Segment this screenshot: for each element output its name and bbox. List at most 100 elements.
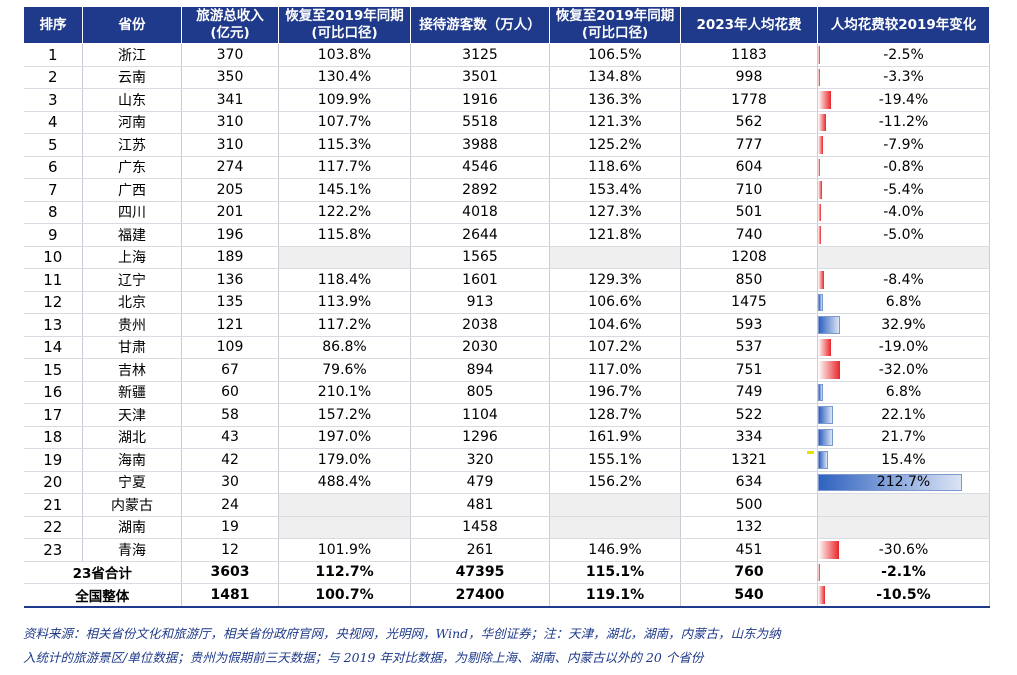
per-capita-spend-cell: 1208 [680, 246, 818, 269]
spend-change-cell: -8.4% [817, 268, 990, 292]
visitors-recovery-cell: 127.3% [549, 201, 681, 224]
per-capita-spend-cell: 710 [680, 178, 818, 202]
revenue-cell: 274 [181, 156, 279, 179]
spend-change-value: -19.4% [878, 91, 929, 108]
per-capita-spend-cell: 540 [680, 583, 818, 608]
province-cell: 江苏 [82, 133, 182, 157]
spend-change-cell: -4.0% [817, 201, 990, 224]
visitors-cell: 1565 [410, 246, 550, 269]
province-cell: 广西 [82, 178, 182, 202]
positive-bar [818, 473, 962, 491]
spend-change-value: 32.9% [881, 316, 926, 333]
negative-bar [818, 158, 820, 176]
negative-bar [818, 361, 840, 379]
positive-bar [818, 383, 823, 401]
per-capita-spend-cell: 593 [680, 313, 818, 337]
spend-change-value: -2.1% [881, 564, 926, 581]
spend-change-value: -5.0% [883, 226, 924, 243]
per-capita-spend-cell: 634 [680, 471, 818, 494]
per-capita-spend-cell: 850 [680, 268, 818, 292]
visitors-recovery-cell: 196.7% [549, 381, 681, 404]
province-cell: 四川 [82, 201, 182, 224]
revenue-recovery-cell: 117.7% [278, 156, 411, 179]
visitors-cell: 5518 [410, 111, 550, 134]
negative-bar [818, 46, 820, 64]
visitors-recovery-cell: 121.3% [549, 111, 681, 134]
revenue-cell: 109 [181, 336, 279, 359]
spend-change-cell: -2.5% [817, 43, 990, 67]
positive-bar [818, 316, 841, 334]
positive-bar [818, 406, 833, 424]
visitors-recovery-cell [549, 246, 681, 269]
revenue-cell: 30 [181, 471, 279, 494]
negative-bar [818, 203, 821, 221]
province-cell: 广东 [82, 156, 182, 179]
rank-cell: 3 [23, 88, 83, 112]
table-row: 4 河南 310 107.7% 5518 121.3% 562 -11.2% [23, 111, 990, 134]
visitors-cell: 1601 [410, 268, 550, 292]
spend-change-cell: 21.7% [817, 426, 990, 449]
visitors-recovery-cell: 146.9% [549, 538, 681, 562]
province-cell: 甘肃 [82, 336, 182, 359]
stray-mark [807, 451, 814, 454]
table-row: 18 湖北 43 197.0% 1296 161.9% 334 21.7% [23, 426, 990, 449]
rank-cell: 15 [23, 358, 83, 382]
negative-bar [818, 136, 824, 154]
visitors-recovery-cell: 121.8% [549, 223, 681, 247]
per-capita-spend-cell: 749 [680, 381, 818, 404]
revenue-recovery-cell: 179.0% [278, 448, 411, 472]
spend-change-cell [817, 246, 990, 269]
table-row: 19 海南 42 179.0% 320 155.1% 1321 15.4% [23, 448, 990, 472]
province-cell: 天津 [82, 403, 182, 427]
per-capita-spend-cell: 740 [680, 223, 818, 247]
spend-change-value: -5.4% [883, 181, 924, 198]
revenue-recovery-cell: 115.8% [278, 223, 411, 247]
spend-change-value: 6.8% [885, 384, 922, 401]
revenue-recovery-cell: 145.1% [278, 178, 411, 202]
revenue-cell: 58 [181, 403, 279, 427]
visitors-recovery-cell: 118.6% [549, 156, 681, 179]
per-capita-spend-cell: 537 [680, 336, 818, 359]
visitors-cell: 3501 [410, 66, 550, 89]
negative-bar [818, 113, 826, 131]
revenue-recovery-cell [278, 246, 411, 269]
visitors-cell: 1458 [410, 516, 550, 539]
header-per-capita-spend: 2023年人均花费 [680, 6, 818, 44]
per-capita-spend-cell: 760 [680, 561, 818, 584]
revenue-cell: 43 [181, 426, 279, 449]
revenue-recovery-cell: 112.7% [278, 561, 411, 584]
revenue-recovery-cell: 117.2% [278, 313, 411, 337]
per-capita-spend-cell: 500 [680, 493, 818, 517]
revenue-cell: 3603 [181, 561, 279, 584]
table-row: 10 上海 189 1565 1208 [23, 246, 990, 269]
visitors-recovery-cell: 134.8% [549, 66, 681, 89]
spend-change-cell: 32.9% [817, 313, 990, 337]
visitors-recovery-cell: 106.5% [549, 43, 681, 67]
negative-bar [818, 338, 832, 356]
spend-change-cell: -19.0% [817, 336, 990, 359]
revenue-cell: 196 [181, 223, 279, 247]
rank-cell: 20 [23, 471, 83, 494]
spend-change-value: -2.5% [883, 46, 924, 63]
per-capita-spend-cell: 998 [680, 66, 818, 89]
visitors-cell: 1916 [410, 88, 550, 112]
negative-bar [818, 563, 820, 581]
province-cell: 北京 [82, 291, 182, 314]
revenue-recovery-cell: 86.8% [278, 336, 411, 359]
rank-cell: 4 [23, 111, 83, 134]
rank-cell: 16 [23, 381, 83, 404]
header-revenue-recovery: 恢复至2019年同期 (可比口径) [278, 6, 411, 44]
visitors-cell: 913 [410, 291, 550, 314]
visitors-recovery-cell: 128.7% [549, 403, 681, 427]
revenue-recovery-cell [278, 516, 411, 539]
table-row: 6 广东 274 117.7% 4546 118.6% 604 -0.8% [23, 156, 990, 179]
province-cell: 宁夏 [82, 471, 182, 494]
spend-change-cell [817, 493, 990, 517]
visitors-cell: 3125 [410, 43, 550, 67]
province-cell: 内蒙古 [82, 493, 182, 517]
table-row: 8 四川 201 122.2% 4018 127.3% 501 -4.0% [23, 201, 990, 224]
revenue-cell: 189 [181, 246, 279, 269]
spend-change-cell: 6.8% [817, 381, 990, 404]
table-row: 22 湖南 19 1458 132 [23, 516, 990, 539]
per-capita-spend-cell: 501 [680, 201, 818, 224]
